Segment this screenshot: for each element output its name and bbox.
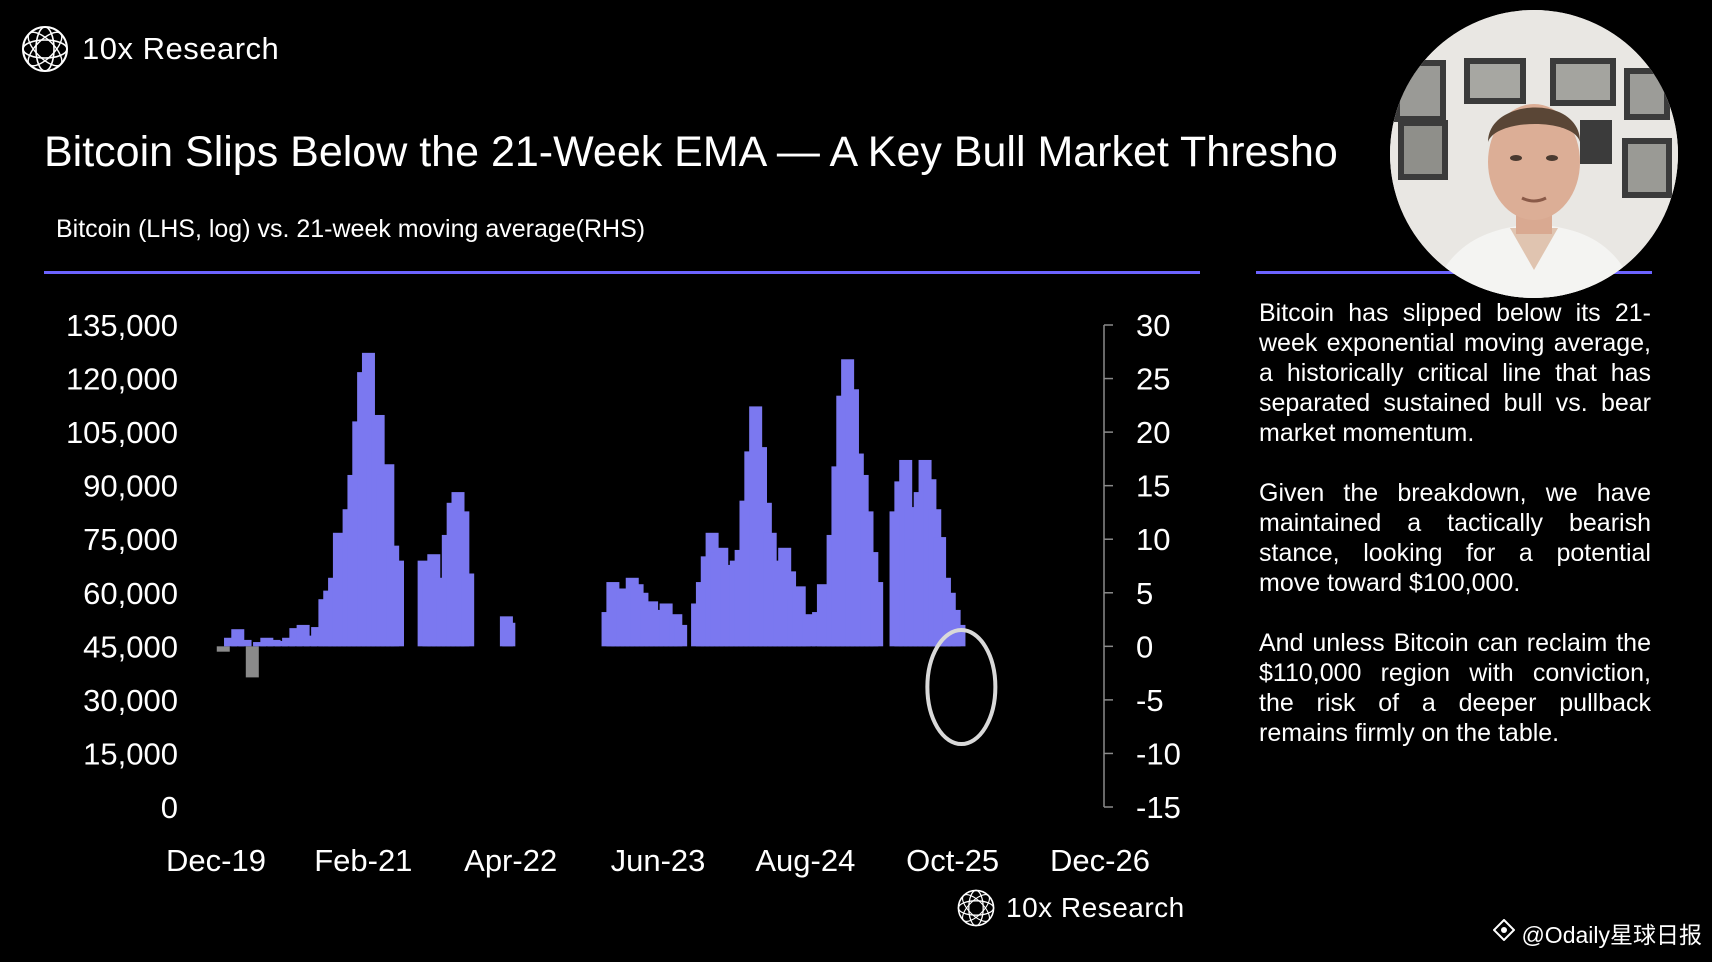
bar [216,646,230,652]
left-axis-tick-label: 120,000 [66,362,178,397]
right-axis-tick-label: 10 [1136,522,1170,557]
bar [260,637,274,647]
bar [461,573,475,647]
right-axis-tick-label: -5 [1136,683,1164,718]
watermark-text: @Odaily星球日报 [1521,922,1702,948]
speaker-video [1390,10,1678,298]
brand-name: 10x Research [82,31,280,66]
commentary-paragraph: Given the breakdown, we have maintained … [1259,479,1651,597]
bar [267,639,281,647]
chart-subtitle: Bitcoin (LHS, log) vs. 21-week moving av… [56,215,646,243]
right-axis-tick-label: 25 [1136,362,1170,397]
left-axis-tick-label: 135,000 [66,308,178,343]
chart: 135,000 120,000 105,000 90,000 75,000 60,000 4… [66,308,1181,878]
right-axis-tick-label: -15 [1136,790,1181,825]
bar [282,637,296,647]
bar [391,560,405,647]
bar [303,635,317,647]
commentary-paragraph: And unless Bitcoin can reclaim the $110,… [1259,629,1651,747]
watermark: @Odaily星球日报 [1493,916,1702,950]
right-axis-tick-label: 0 [1136,629,1153,664]
commentary-paragraph: Bitcoin has slipped below its 21-week ex… [1259,299,1651,447]
page-title: Bitcoin Slips Below the 21-Week EMA — A … [44,128,1338,176]
bar [870,582,884,647]
left-axis-tick-label: 75,000 [83,522,178,557]
right-axis-tick-label: 20 [1136,415,1170,450]
footer-brand-name: 10x Research [1006,892,1185,923]
left-axis-tick-label: 105,000 [66,415,178,450]
globe-mesh-icon [20,24,70,74]
divider-left [44,271,1200,274]
right-axis: 30 25 20 15 10 5 0 -5 -10 -15 [1103,308,1181,825]
x-axis-tick-label: Dec-19 [166,843,266,878]
left-axis-tick-label: 15,000 [83,736,178,771]
left-axis-tick-label: 30,000 [83,683,178,718]
x-axis-tick-label: Dec-26 [1050,843,1150,878]
x-axis-tick-label: Aug-24 [755,843,855,878]
left-axis-tick-label: 0 [161,790,178,825]
bar [238,639,252,647]
header-brand: 10x Research [20,24,279,74]
highlight-ring [925,628,998,747]
bar [674,624,688,647]
left-axis: 135,000 120,000 105,000 90,000 75,000 60,000 4… [66,308,178,825]
bar [245,646,259,678]
bar [253,642,267,647]
left-axis-tick-label: 60,000 [83,576,178,611]
left-axis-tick-label: 45,000 [83,629,178,664]
bar [502,622,516,647]
bar [274,640,288,647]
x-axis-tick-label: Oct-25 [906,843,999,878]
x-axis: Dec-19 Feb-21 Apr-22 Jun-23 Aug-24 Oct-25 Dec-… [166,843,1150,878]
bar [224,637,238,647]
bars [216,352,966,678]
commentary: Bitcoin has slipped below its 21-week ex… [1259,298,1651,778]
footer-brand: 10x Research [956,888,1185,928]
left-axis-tick-label: 90,000 [83,469,178,504]
right-axis-tick-label: 30 [1136,308,1170,343]
globe-mesh-icon [956,888,996,928]
x-axis-tick-label: Apr-22 [464,843,557,878]
right-axis-tick-label: -10 [1136,736,1181,771]
x-axis-tick-label: Feb-21 [314,843,412,878]
diamond-icon [1493,918,1516,947]
right-axis-tick-label: 5 [1136,576,1153,611]
right-axis-tick-label: 15 [1136,469,1170,504]
x-axis-tick-label: Jun-23 [611,843,706,878]
annotations [925,628,998,747]
speaker-portrait [1390,10,1678,298]
